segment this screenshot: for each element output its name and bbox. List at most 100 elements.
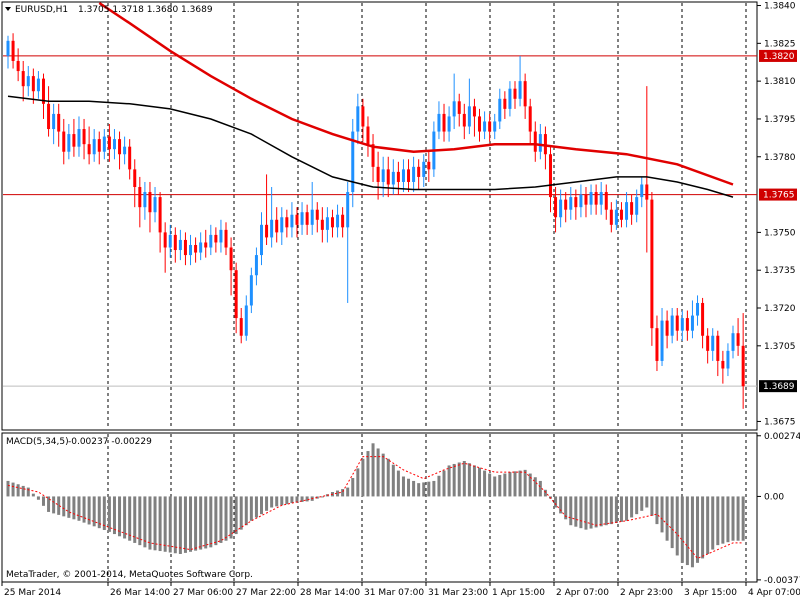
candle-body [396,171,400,182]
candle-body [741,345,745,387]
macd-histogram-bar [356,468,360,497]
candle-body [488,121,492,132]
time-tick-label: 27 Mar 06:00 [173,588,233,598]
macd-histogram-bar [285,496,289,505]
candle-body [224,229,228,248]
macd-histogram-bar [351,477,355,497]
macd-histogram-bar [300,496,304,502]
candle-body [351,131,355,193]
macd-histogram-bar [41,496,45,506]
candle-body [275,219,279,233]
macd-indicator-label: MACD(5,34,5) [6,437,69,447]
level-price-tag: 1.3765 [763,191,795,201]
candle-body [726,350,730,369]
time-axis: 25 Mar 2014 26 Mar 14:00 27 Mar 06:00 27 Ma… [1,582,800,598]
macd-histogram-bar [407,478,411,497]
candlestick-series [6,33,745,409]
price-pane-frame [1,1,758,431]
candle-body [82,129,86,145]
price-tick-label: 1.3720 [764,304,796,314]
candle-body [102,136,106,152]
macd-histogram-bar [158,496,162,552]
time-tick-label: 31 Mar 07:00 [364,588,424,598]
candle-body [503,98,507,109]
candle-body [290,214,294,228]
macd-histogram-bar [381,453,385,497]
candle-body [163,232,167,248]
candle-body [62,131,66,152]
macd-histogram-bar [163,496,167,552]
macd-histogram-bar [437,475,441,497]
macd-histogram-bar [584,496,588,530]
macd-axis: 0.00274 0.00 -0.00377 [757,432,800,586]
macd-histogram-bar [254,496,258,518]
candle-body [315,209,319,220]
vertical-grid [107,3,747,581]
candle-body [594,192,598,205]
candle-body [229,247,233,271]
time-tick-label: 27 Mar 22:00 [236,588,296,598]
candle-body [690,315,694,331]
candle-body [153,197,157,213]
candle-body [265,224,269,238]
candle-body [701,302,705,336]
macd-histogram-bar [229,496,233,539]
candle-body [366,126,370,145]
macd-histogram-bar [650,496,654,516]
macd-histogram-bar [82,496,86,523]
macd-histogram-bar [366,451,370,497]
macd-histogram-bar [57,496,61,515]
macd-header: MACD(5,34,5) -0.00237 -0.00229 [6,437,152,447]
macd-histogram-bar [189,496,193,552]
macd-histogram-bar [528,473,532,497]
candle-body [6,40,10,56]
candle-body [711,335,715,351]
candle-body [538,134,542,152]
macd-histogram-bar [361,458,365,497]
macd-histogram-bar [97,496,101,529]
macd-histogram-bar [503,473,507,497]
candle-body [630,202,634,215]
candle-body [16,60,20,72]
macd-histogram-bar [47,496,51,512]
macd-histogram-bar [513,471,517,497]
price-tick-label: 1.3675 [764,417,796,427]
candle-body [92,139,96,155]
candle-body [189,244,193,256]
price-axis: 1.3840 1.3825 1.3810 1.3795 1.3780 1.3750 1.37… [757,2,797,427]
time-tick-label: 25 Mar 2014 [4,588,61,598]
candle-body [270,219,274,238]
candle-body [21,71,25,87]
candle-body [569,197,573,210]
macd-histogram-bar [422,482,426,497]
macd-histogram-bar [574,496,578,527]
candle-body [249,275,253,306]
candle-body [619,209,623,220]
macd-histogram-bar [452,463,456,497]
candle-body [376,166,380,182]
macd-histogram-bar [457,462,461,497]
macd-histogram-bar [685,496,689,566]
macd-histogram-bar [736,496,740,541]
candle-body [599,192,603,205]
candle-body [305,212,309,225]
candle-body [518,81,522,99]
candle-body [118,139,122,155]
macd-histogram-bar [640,496,644,511]
macd-histogram-bar [16,484,20,497]
candle-body [559,199,563,218]
dropdown-triangle-icon[interactable] [5,7,11,11]
candle-body [371,144,375,167]
ohlc-label: 1.3705 1.3718 1.3680 1.3689 [78,5,213,15]
macd-histogram-bar [376,448,380,497]
level-price-tag: 1.3820 [763,52,795,62]
candle-body [442,113,446,132]
candle-body [523,81,527,107]
macd-histogram-bar [62,496,66,517]
price-tick-label: 1.3840 [764,2,796,12]
macd-histogram-bar [417,483,421,497]
candle-body [391,171,395,185]
macd-histogram-bar [675,496,679,556]
candle-body [548,154,552,198]
